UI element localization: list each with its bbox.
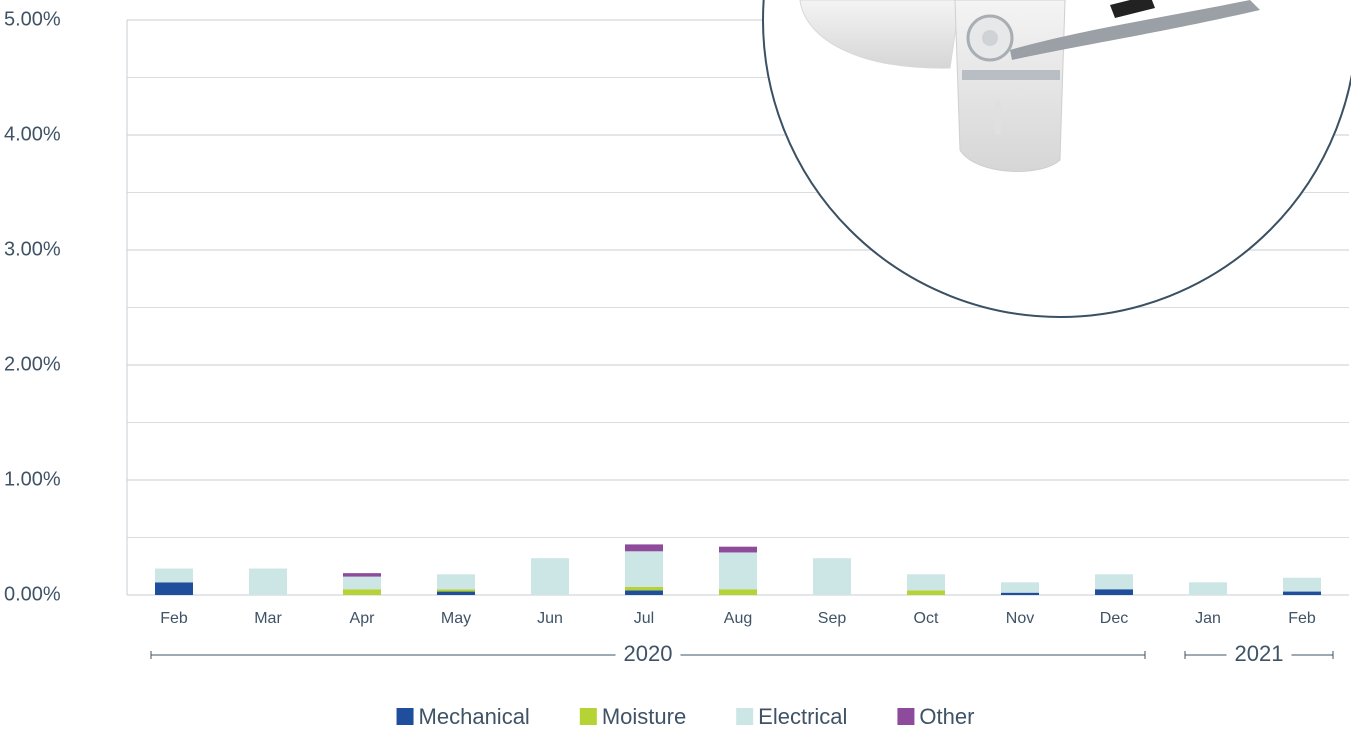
bar-segment (907, 574, 945, 591)
y-tick-label: 0.00% (4, 583, 61, 605)
legend: Mechanical Moisture Electrical Other (396, 704, 974, 729)
bar-segment (625, 544, 663, 552)
bar-segment (531, 558, 569, 595)
bar-segment (155, 582, 193, 595)
x-tick-label: Sep (818, 610, 847, 627)
bar-segment (343, 589, 381, 595)
photo-frame (762, 0, 1351, 318)
bar-segment (1189, 582, 1227, 595)
bar-segment (719, 589, 757, 595)
bar-segment (625, 551, 663, 587)
bar-segment (155, 568, 193, 583)
bar-segment (1283, 591, 1321, 595)
bar-segment (1001, 592, 1039, 595)
bar-segment (343, 576, 381, 590)
product-photo (762, 0, 1351, 318)
bar-segment (437, 591, 475, 595)
bar-segment (719, 546, 757, 553)
y-tick-label: 2.00% (4, 353, 61, 375)
x-tick-label: Mar (254, 610, 282, 627)
bar-segment (625, 586, 663, 591)
bar-segment (625, 590, 663, 595)
x-tick-label: Jun (537, 610, 563, 627)
legend-swatch (579, 708, 597, 725)
x-group-label: 2020 (624, 641, 673, 666)
bar-segment (907, 590, 945, 595)
legend-label: Mechanical (419, 704, 530, 729)
y-tick-label: 1.00% (4, 468, 61, 490)
bar-segment (1095, 589, 1133, 595)
x-tick-label: Feb (160, 610, 188, 627)
bar-segment (343, 573, 381, 577)
legend-swatch (396, 708, 414, 725)
legend-swatch (897, 708, 915, 725)
legend-label: Electrical (758, 704, 847, 729)
bar-segment (1095, 574, 1133, 590)
x-tick-label: Jul (634, 610, 654, 627)
x-tick-label: Feb (1288, 610, 1316, 627)
bar-segment (1001, 582, 1039, 593)
x-tick-label: Apr (350, 610, 376, 627)
bar-segment (1283, 577, 1321, 592)
bar-segment (437, 574, 475, 590)
x-tick-label: Aug (724, 610, 752, 627)
bar-segment (813, 558, 851, 595)
bar-segment (249, 568, 287, 595)
x-tick-label: Oct (914, 610, 939, 627)
x-group-label: 2021 (1235, 641, 1284, 666)
legend-label: Other (919, 704, 974, 729)
x-tick-label: Jan (1195, 610, 1221, 627)
bar-segment (437, 589, 475, 592)
y-tick-label: 3.00% (4, 238, 61, 260)
x-tick-label: Dec (1100, 610, 1128, 627)
x-tick-label: Nov (1006, 610, 1034, 627)
y-tick-label: 5.00% (4, 8, 61, 30)
bar-segment (719, 552, 757, 590)
legend-swatch (736, 708, 754, 725)
x-tick-label: May (441, 610, 471, 627)
y-tick-label: 4.00% (4, 123, 61, 145)
legend-label: Moisture (602, 704, 686, 729)
